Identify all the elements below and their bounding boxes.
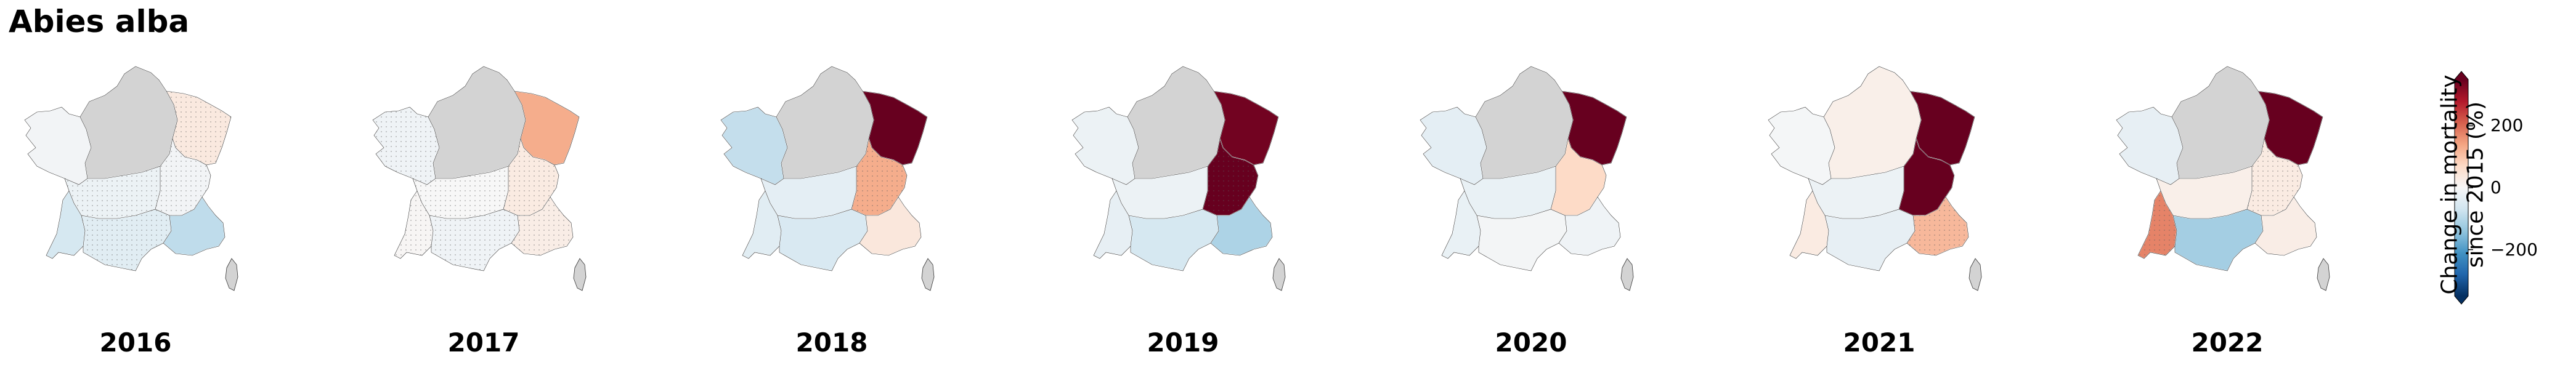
hatch-ce (2247, 138, 2302, 215)
hatch-se (511, 197, 573, 255)
region-s (1128, 209, 1219, 271)
colorbar (2454, 71, 2473, 305)
year-label-2017: 2017 (447, 327, 520, 358)
corsica (573, 258, 587, 291)
region-s (2172, 209, 2264, 271)
country-outline (2116, 66, 2323, 271)
region-n (428, 66, 526, 179)
country-outline (372, 66, 580, 271)
year-label-2018: 2018 (795, 327, 868, 358)
country-outline (1768, 66, 1975, 271)
region-s (1824, 209, 1916, 271)
map-2022 (2116, 66, 2330, 291)
corsica (921, 258, 935, 291)
year-label-2022: 2022 (2191, 327, 2264, 358)
colorbar-gradient (2455, 79, 2468, 296)
map-2017 (372, 66, 587, 291)
hatch-s (429, 209, 519, 271)
hatch-ce (503, 138, 559, 215)
colorbar-label: Change in mortality since 2015 (%) (2437, 74, 2489, 294)
region-n (2171, 66, 2270, 179)
country-outline (1420, 66, 1627, 271)
colorbar-frame (2454, 71, 2469, 305)
year-label-2021: 2021 (1843, 327, 1916, 358)
region-n (79, 66, 178, 179)
country-outline (1071, 66, 1279, 271)
region-s (777, 209, 868, 271)
region-n (776, 66, 874, 179)
colorbar-label-line2: since 2015 (%) (2463, 101, 2489, 268)
region-n (1475, 66, 1574, 179)
hatch-c (65, 166, 160, 219)
hatch-sw (2138, 191, 2177, 259)
country-outline (24, 66, 232, 271)
hatch-ne (166, 91, 231, 165)
corsica (1969, 258, 1982, 291)
colorbar-label-line1: Change in mortality (2437, 74, 2463, 295)
colorbar-tick-label: 200 (2490, 115, 2524, 136)
colorbar-extend-min (2455, 296, 2468, 304)
country-outline (720, 66, 928, 271)
region-n (1127, 66, 1225, 179)
hatch-ce (1203, 138, 1258, 215)
hatch-sw (394, 191, 433, 259)
corsica (2317, 258, 2330, 291)
map-2018 (720, 66, 935, 291)
corsica (1620, 258, 1634, 291)
colorbar-extend-max (2455, 71, 2468, 79)
hatch-ce (851, 138, 907, 215)
map-2016 (24, 66, 238, 291)
hatch-ce (155, 138, 211, 215)
figure-title: Abies alba (9, 4, 190, 39)
year-label-2016: 2016 (99, 327, 172, 358)
colorbar-tick-label: 0 (2490, 177, 2501, 198)
map-2021 (1768, 66, 1982, 291)
region-s (1476, 209, 1567, 271)
year-label-2019: 2019 (1147, 327, 1219, 358)
map-2019 (1071, 66, 1286, 291)
map-2020 (1420, 66, 1634, 291)
colorbar-tick-label: −200 (2490, 239, 2538, 260)
hatch-nw (373, 107, 439, 185)
corsica (1272, 258, 1286, 291)
year-label-2020: 2020 (1495, 327, 1567, 358)
hatch-c (413, 166, 508, 219)
hatch-s (81, 209, 171, 271)
hatch-se (1907, 197, 1969, 255)
corsica (225, 258, 238, 291)
region-n (1823, 66, 1922, 179)
